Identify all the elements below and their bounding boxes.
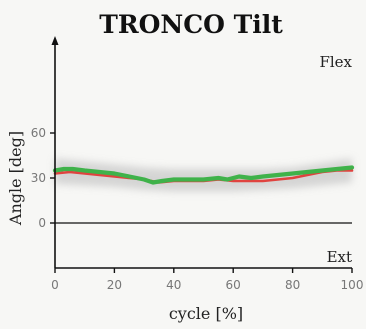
x-tick-label: 20	[107, 278, 122, 292]
y-axis-ticks: 0 30 60	[31, 126, 55, 230]
y-tick-label: 30	[31, 171, 46, 185]
y-tick-label: 0	[38, 216, 46, 230]
y-tick-label: 60	[31, 126, 46, 140]
chart-title: TRONCO Tilt	[99, 10, 283, 39]
x-axis-label: cycle [%]	[169, 304, 243, 323]
y-axis-label: Angle [deg]	[6, 131, 25, 226]
variability-band	[55, 158, 352, 192]
x-tick-label: 60	[226, 278, 241, 292]
band-area	[55, 158, 352, 192]
ext-annotation: Ext	[327, 248, 352, 266]
x-tick-label: 40	[166, 278, 181, 292]
x-axis-ticks: 0 20 40 60 80 100	[51, 268, 363, 292]
green-series-line	[52, 165, 355, 185]
series-layer	[52, 165, 355, 185]
x-tick-label: 100	[341, 278, 364, 292]
x-tick-label: 0	[51, 278, 59, 292]
y-axis-arrow	[51, 36, 59, 45]
flex-annotation: Flex	[319, 53, 352, 71]
x-tick-label: 80	[285, 278, 300, 292]
